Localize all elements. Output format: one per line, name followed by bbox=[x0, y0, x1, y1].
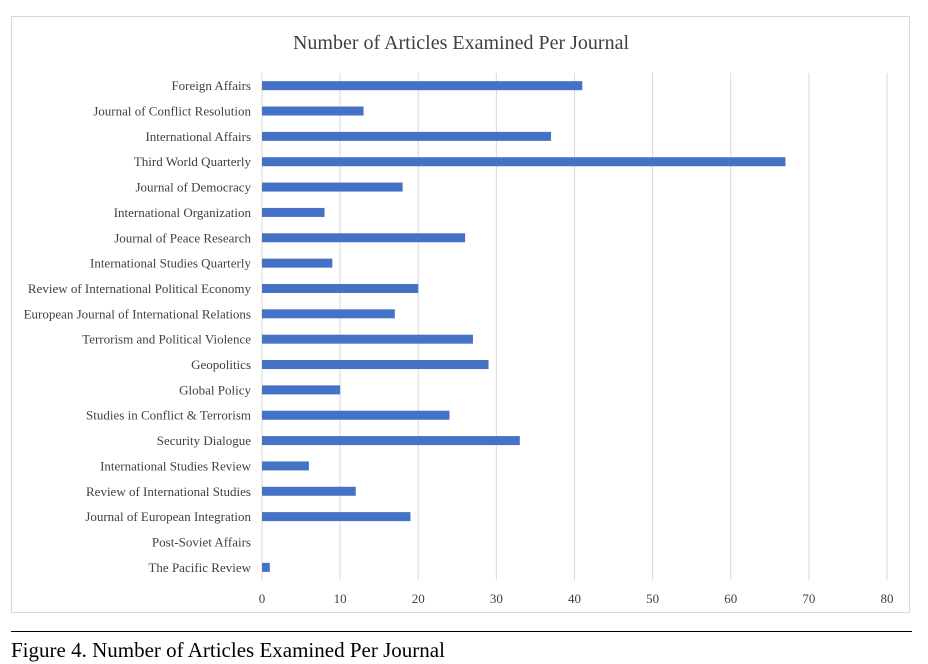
bars bbox=[262, 81, 786, 572]
category-label: Studies in Conflict & Terrorism bbox=[86, 408, 251, 423]
x-tick-label: 10 bbox=[334, 591, 347, 606]
bar bbox=[262, 334, 473, 344]
bar bbox=[262, 182, 403, 192]
bar bbox=[262, 233, 466, 243]
bar bbox=[262, 512, 411, 522]
category-label: International Affairs bbox=[145, 129, 251, 144]
bar bbox=[262, 309, 395, 319]
x-tick-label: 40 bbox=[568, 591, 581, 606]
bar bbox=[262, 360, 489, 370]
bar bbox=[262, 207, 325, 217]
category-label: Journal of European Integration bbox=[85, 509, 251, 524]
chart-frame: Number of Articles Examined Per Journal … bbox=[11, 16, 910, 613]
x-tick-label: 80 bbox=[881, 591, 894, 606]
category-label: European Journal of International Relati… bbox=[24, 306, 251, 321]
category-label: Terrorism and Political Violence bbox=[82, 332, 251, 347]
bar bbox=[262, 486, 356, 496]
category-label: International Studies Quarterly bbox=[90, 256, 252, 271]
x-tick-label: 30 bbox=[490, 591, 503, 606]
category-label: Third World Quarterly bbox=[134, 154, 252, 169]
category-label: Foreign Affairs bbox=[171, 78, 251, 93]
category-label: Security Dialogue bbox=[157, 433, 251, 448]
x-tick-label: 0 bbox=[259, 591, 266, 606]
x-tick-label: 60 bbox=[724, 591, 737, 606]
x-tick-label: 70 bbox=[802, 591, 815, 606]
bar bbox=[262, 461, 309, 471]
bar bbox=[262, 283, 419, 293]
figure-caption: Figure 4. Number of Articles Examined Pe… bbox=[11, 638, 445, 662]
bar bbox=[262, 436, 520, 446]
category-label: Geopolitics bbox=[191, 357, 251, 372]
category-label: Journal of Democracy bbox=[135, 180, 251, 195]
category-label: The Pacific Review bbox=[148, 560, 251, 575]
bar bbox=[262, 410, 450, 420]
caption-rule bbox=[11, 631, 912, 632]
chart-title: Number of Articles Examined Per Journal bbox=[293, 32, 629, 54]
category-label: Journal of Peace Research bbox=[114, 230, 251, 245]
category-label: International Studies Review bbox=[100, 458, 252, 473]
bar bbox=[262, 81, 583, 91]
bar bbox=[262, 131, 552, 141]
bar bbox=[262, 562, 270, 572]
x-tick-label: 20 bbox=[412, 591, 425, 606]
bar bbox=[262, 258, 333, 268]
category-label: Post-Soviet Affairs bbox=[152, 534, 251, 549]
bar bbox=[262, 385, 341, 395]
bar bbox=[262, 106, 364, 116]
x-tick-label: 50 bbox=[646, 591, 659, 606]
gridlines bbox=[261, 73, 888, 580]
x-tick-labels: 0 10 20 30 40 50 60 70 80 bbox=[259, 591, 894, 606]
category-label: Review of International Studies bbox=[86, 484, 251, 499]
category-labels: Foreign Affairs Journal of Conflict Resol… bbox=[24, 78, 252, 575]
category-label: Global Policy bbox=[179, 382, 251, 397]
category-label: International Organization bbox=[114, 205, 252, 220]
category-label: Journal of Conflict Resolution bbox=[93, 104, 251, 119]
bar-chart: Number of Articles Examined Per Journal … bbox=[24, 32, 894, 606]
bar bbox=[262, 157, 786, 167]
category-label: Review of International Political Econom… bbox=[28, 281, 252, 296]
